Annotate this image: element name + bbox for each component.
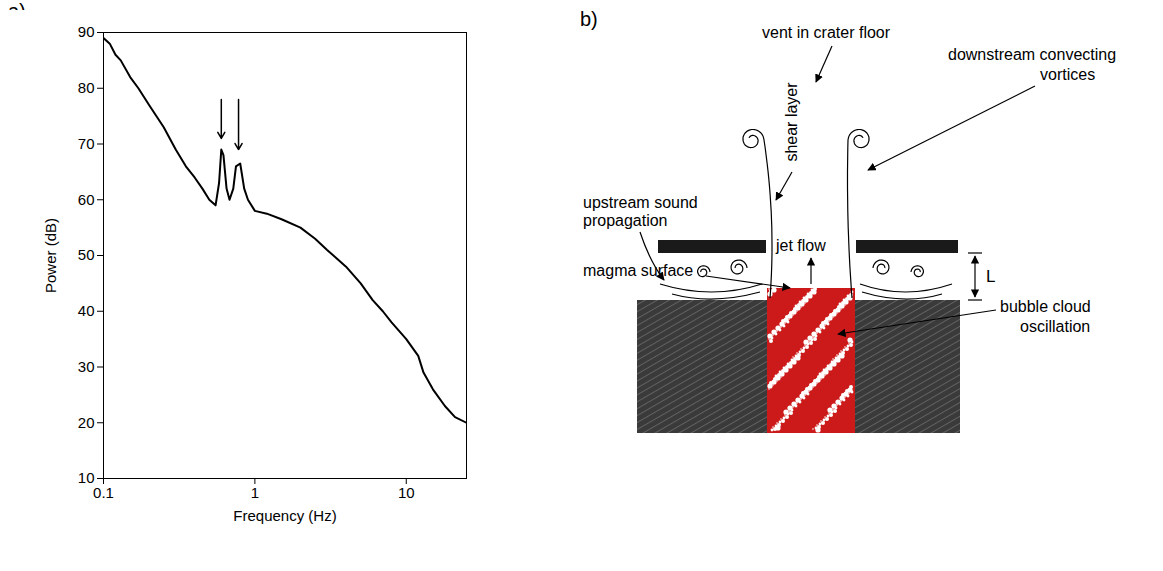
- svg-text:10: 10: [398, 484, 415, 501]
- svg-text:10: 10: [78, 469, 95, 486]
- svg-text:50: 50: [78, 246, 95, 263]
- svg-text:upstream sound: upstream sound: [583, 194, 698, 211]
- svg-text:Power (dB): Power (dB): [42, 218, 59, 293]
- svg-text:magma surface: magma surface: [583, 262, 693, 279]
- svg-text:vortices: vortices: [1040, 66, 1095, 83]
- svg-text:20: 20: [78, 414, 95, 431]
- html-text:a): a): [8, 0, 26, 22]
- svg-text:1: 1: [251, 484, 259, 501]
- svg-text:jet flow: jet flow: [775, 237, 826, 254]
- svg-text:70: 70: [78, 135, 95, 152]
- svg-text:0.1: 0.1: [93, 484, 114, 501]
- svg-text:b): b): [580, 8, 598, 30]
- svg-text:Frequency (Hz): Frequency (Hz): [233, 507, 336, 524]
- svg-text:oscillation: oscillation: [1020, 318, 1090, 335]
- svg-text:40: 40: [78, 302, 95, 319]
- svg-text:80: 80: [78, 79, 95, 96]
- svg-text:bubble cloud: bubble cloud: [1000, 298, 1091, 315]
- svg-text:shear layer: shear layer: [783, 82, 800, 162]
- svg-text:60: 60: [78, 191, 95, 208]
- svg-text:vent in crater floor: vent in crater floor: [762, 24, 891, 41]
- svg-text:propagation: propagation: [583, 212, 668, 229]
- svg-text:downstream convecting: downstream convecting: [948, 46, 1116, 63]
- svg-text:L: L: [986, 267, 995, 286]
- svg-text:90: 90: [78, 23, 95, 40]
- svg-text:30: 30: [78, 358, 95, 375]
